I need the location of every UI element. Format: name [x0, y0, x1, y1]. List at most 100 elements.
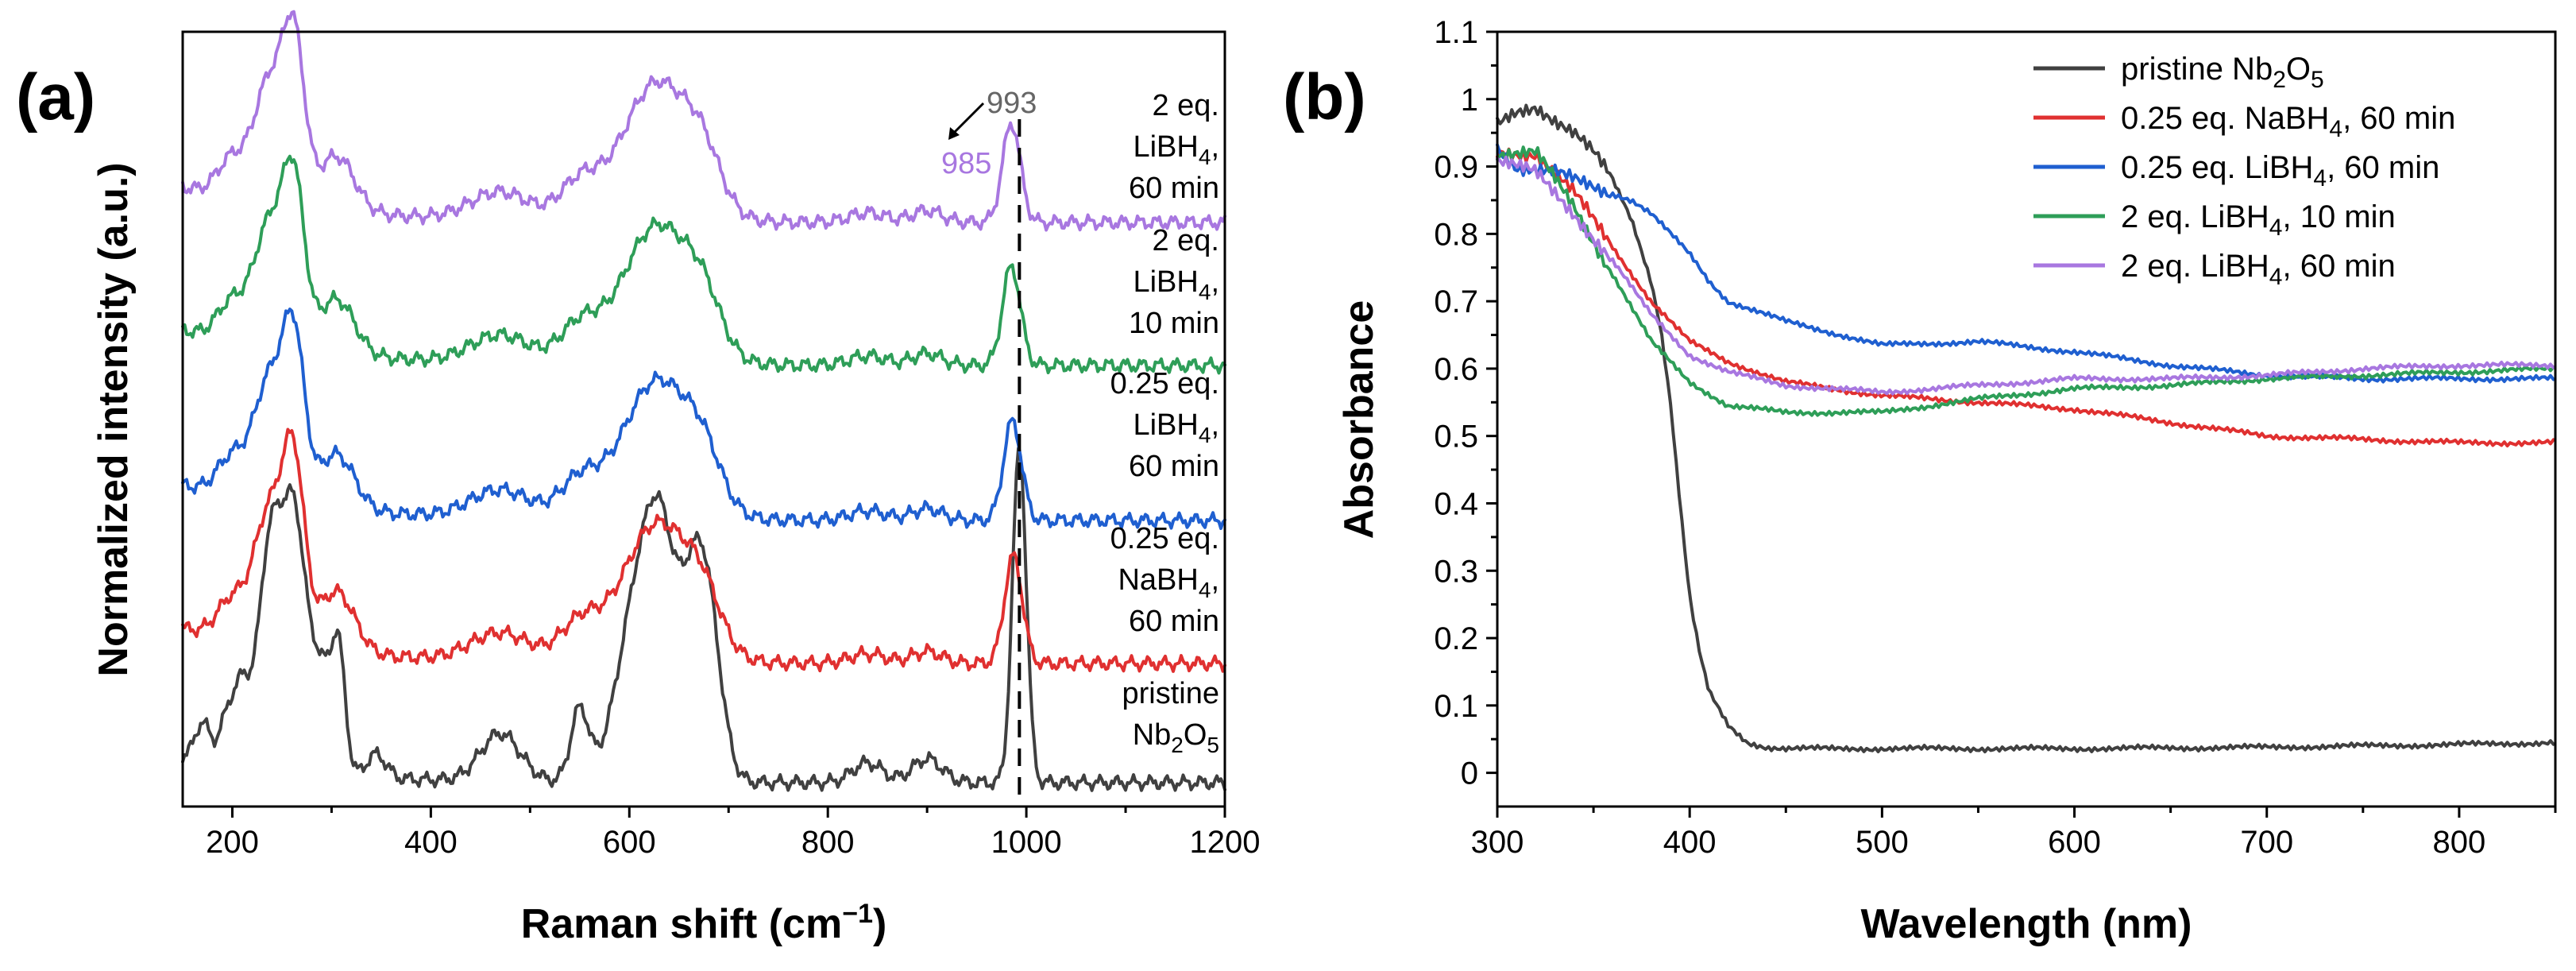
absorbance-series-line — [1496, 155, 2555, 396]
absorbance-series-line — [1496, 145, 2555, 417]
panel-a-x-ticks: 200 400 600 800 1000 1200 — [206, 807, 1260, 860]
panel-b-frame — [1496, 30, 2557, 808]
peak-arrow-head — [948, 127, 960, 140]
peak-arrow-line — [952, 102, 985, 135]
label-subscript: 4 — [1199, 145, 1211, 169]
x-title-superscript: −1 — [842, 899, 873, 929]
series-label-line: LiBH4, — [1133, 265, 1219, 304]
peak-985-label: 985 — [941, 147, 991, 180]
y-tick-label: 0.4 — [1434, 486, 1478, 521]
label-part: , — [1211, 265, 1219, 299]
raman-series-line — [181, 10, 1226, 232]
label-part: LiBH — [1133, 130, 1198, 164]
label-part: 60 min — [1129, 172, 1219, 205]
label-part: 2 eq. — [1152, 89, 1219, 122]
series-label-line: 2 eq. — [1152, 224, 1219, 257]
panel-a-label: (a) — [16, 61, 95, 133]
label-part: , 60 min — [2282, 249, 2395, 284]
y-tick-label: 0 — [1461, 756, 1478, 791]
label-part: 2 eq. LiBH — [2121, 199, 2269, 234]
y-tick-label: 0.6 — [1434, 352, 1478, 387]
legend-entry: 2 eq. LiBH4, 60 min — [2121, 249, 2396, 290]
x-tick-label: 1000 — [991, 825, 1062, 860]
x-tick-label: 800 — [801, 825, 855, 860]
x-title-main: Raman shift (cm — [521, 901, 843, 947]
panel-b-label: (b) — [1283, 61, 1366, 133]
absorbance-series-line — [1496, 147, 2555, 448]
legend-entry: pristine Nb2O5 — [2121, 52, 2324, 93]
x-tick-label: 800 — [2433, 825, 2486, 860]
x-tick-label: 300 — [1471, 825, 1524, 860]
label-subscript: 5 — [1207, 733, 1219, 757]
y-tick-label: 1 — [1461, 83, 1478, 118]
y-tick-label: 0.3 — [1434, 554, 1478, 589]
x-tick-label: 600 — [2048, 825, 2101, 860]
absorbance-series-group — [1496, 103, 2555, 754]
series-label-line: Nb2O5 — [1133, 718, 1219, 757]
y-tick-label: 0.5 — [1434, 420, 1478, 455]
panel-b: (b) 300 400 500 600 700 800 0 0.1 0.2 0.3 0.4 0.5 0.… — [1283, 15, 2557, 947]
label-part: , 60 min — [2342, 101, 2455, 136]
y-tick-label: 1.1 — [1434, 15, 1478, 50]
y-tick-label: 0.7 — [1434, 284, 1478, 319]
legend-entry: 0.25 eq. LiBH4, 60 min — [2121, 150, 2439, 191]
series-label-line: 10 min — [1129, 307, 1219, 340]
label-part: 0.25 eq. — [1110, 522, 1219, 555]
label-part: 0.25 eq. — [1110, 367, 1219, 400]
series-label-line: pristine — [1122, 677, 1220, 710]
x-tick-label: 200 — [206, 825, 259, 860]
label-part: , — [1211, 563, 1219, 597]
series-label-line: 60 min — [1129, 605, 1219, 638]
label-part: 0.25 eq. LiBH — [2121, 150, 2313, 185]
raman-series-line — [181, 447, 1226, 792]
label-subscript: 4 — [2329, 116, 2342, 142]
label-subscript: 2 — [2273, 67, 2286, 93]
x-tick-label: 1200 — [1190, 825, 1261, 860]
raman-series-line — [181, 308, 1226, 530]
label-part: O — [1184, 718, 1207, 752]
y-tick-label: 0.1 — [1434, 689, 1478, 724]
label-part: NaBH — [1118, 563, 1198, 597]
label-part: LiBH — [1133, 408, 1198, 442]
label-subscript: 4 — [1199, 423, 1211, 447]
label-part: Nb — [1133, 718, 1172, 752]
series-label-line: LiBH4, — [1133, 130, 1219, 169]
label-subscript: 4 — [1199, 578, 1211, 602]
series-label-line: 2 eq. — [1152, 89, 1219, 122]
label-part: 2 eq. — [1152, 224, 1219, 257]
label-part: 10 min — [1129, 307, 1219, 340]
x-tick-label: 400 — [404, 825, 458, 860]
x-tick-label: 400 — [1663, 825, 1717, 860]
label-subscript: 4 — [2269, 264, 2283, 290]
x-tick-label: 600 — [603, 825, 656, 860]
label-part: pristine Nb — [2121, 52, 2273, 87]
y-tick-label: 0.8 — [1434, 217, 1478, 252]
label-part: 2 eq. LiBH — [2121, 249, 2269, 284]
peak-annotations: 993 985 — [941, 87, 1037, 180]
series-label-line: 0.25 eq. — [1110, 522, 1219, 555]
x-title-end: ) — [873, 901, 886, 947]
label-part: , 10 min — [2282, 199, 2395, 234]
panel-a-x-axis-title: Raman shift (cm−1) — [521, 899, 887, 947]
label-part: 0.25 eq. NaBH — [2121, 101, 2329, 136]
label-subscript: 5 — [2311, 67, 2324, 93]
panel-b-ticks: 300 400 500 600 700 800 0 0.1 0.2 0.3 0.4 0.5 0.6 0.7… — [1434, 15, 2557, 860]
panel-a-frame — [181, 30, 1226, 808]
series-label-line: 60 min — [1129, 450, 1219, 483]
x-tick-label: 500 — [1856, 825, 1909, 860]
absorbance-series-line — [1496, 103, 2555, 754]
label-subscript: 2 — [1171, 733, 1184, 757]
label-part: pristine — [1122, 677, 1220, 710]
label-part: 60 min — [1129, 450, 1219, 483]
label-part: , — [1211, 408, 1219, 442]
series-label-line: 60 min — [1129, 172, 1219, 205]
series-label-line: 0.25 eq. — [1110, 367, 1219, 400]
legend-entry: 0.25 eq. NaBH4, 60 min — [2121, 101, 2455, 142]
y-tick-label: 0.2 — [1434, 621, 1478, 656]
panel-b-y-axis-title: Absorbance — [1336, 300, 1382, 540]
label-subscript: 4 — [2313, 165, 2327, 191]
